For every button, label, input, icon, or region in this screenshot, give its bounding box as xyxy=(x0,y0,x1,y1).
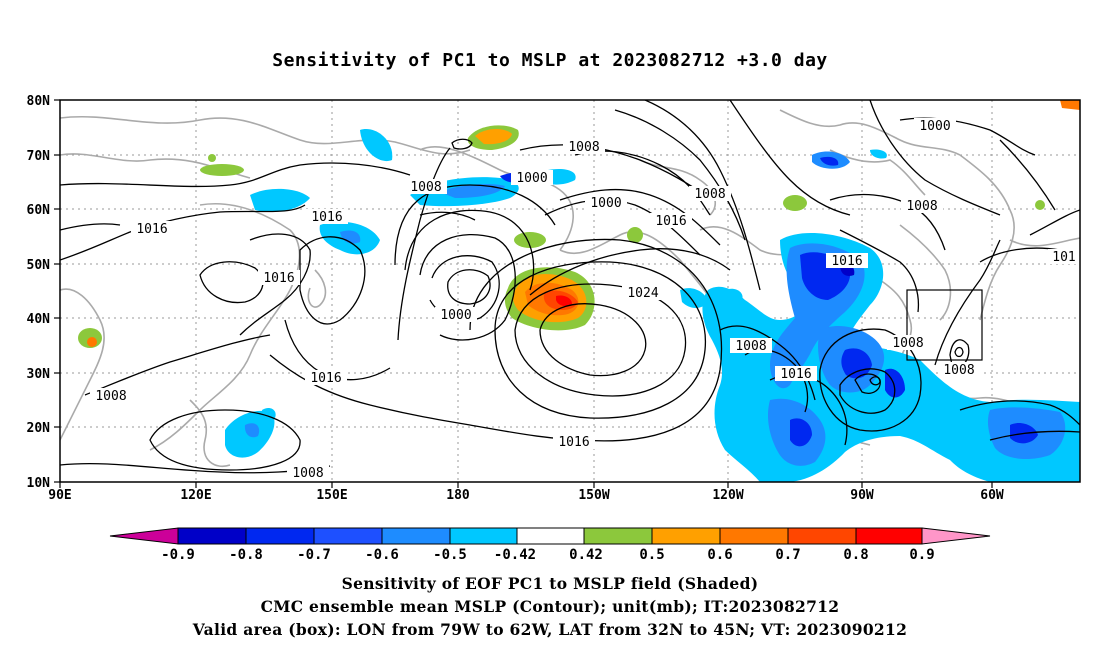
colorbar-swatch xyxy=(449,527,518,545)
colorbar-swatch xyxy=(855,527,923,545)
colorbar-swatch xyxy=(245,527,315,545)
colorbar-swatch xyxy=(583,527,653,545)
latitude-labels: 80N 70N 60N 50N 40N 30N 20N 10N xyxy=(27,94,51,491)
contour-label: 1016 xyxy=(263,271,294,286)
contour-label: 101 xyxy=(1052,250,1075,265)
colorbar-swatch xyxy=(719,527,789,545)
contour-labels: 1000 1008 1000 1008 1008 1016 1000 1008 … xyxy=(90,118,1080,481)
contour-label: 1016 xyxy=(655,214,686,229)
lon-label: 180 xyxy=(446,488,470,503)
colorbar-label: -0.6 xyxy=(365,547,399,563)
colorbar-label: -0.42 xyxy=(494,547,536,563)
axis-ticks xyxy=(54,99,993,488)
contour-label: 1016 xyxy=(310,371,341,386)
contour-label: 1016 xyxy=(136,222,167,237)
contour-label: 1024 xyxy=(627,286,658,301)
lat-label: 60N xyxy=(27,203,51,218)
colorbar-swatch xyxy=(516,527,585,545)
lat-label: 10N xyxy=(27,476,51,491)
colorbar-label: 0.5 xyxy=(639,547,664,563)
contour-label: 1008 xyxy=(735,339,766,354)
colorbar-label: 0.7 xyxy=(775,547,800,563)
colorbar-swatch xyxy=(381,527,451,545)
footer-line-1: Sensitivity of EOF PC1 to MSLP field (Sh… xyxy=(341,574,759,593)
colorbar-swatch xyxy=(787,527,857,545)
contour-label: 1000 xyxy=(516,171,547,186)
lon-label: 120E xyxy=(180,488,211,503)
shaded-sensitivity xyxy=(78,100,1080,482)
lat-label: 70N xyxy=(27,149,51,164)
longitude-labels: 90E 120E 150E 180 150W 120W 90W 60W xyxy=(48,488,1004,503)
contour-label: 1008 xyxy=(694,187,725,202)
contour-label: 1000 xyxy=(919,119,950,134)
lat-label: 30N xyxy=(27,367,51,382)
contour-label: 1008 xyxy=(892,336,923,351)
contour-label: 1016 xyxy=(311,210,342,225)
contour-label: 1008 xyxy=(906,199,937,214)
colorbar-labels: -0.9 -0.8 -0.7 -0.6 -0.5 -0.42 0.42 0.5 … xyxy=(161,547,935,563)
colorbar-label: 0.9 xyxy=(909,547,934,563)
contour-label: 1008 xyxy=(568,140,599,155)
contour-label: 1016 xyxy=(831,254,862,269)
colorbar-swatch xyxy=(651,527,721,545)
contour-label: 1008 xyxy=(95,389,126,404)
valid-area-box xyxy=(906,289,983,361)
contour-label: 1008 xyxy=(410,180,441,195)
lon-label: 120W xyxy=(712,488,743,503)
colorbar-swatch xyxy=(177,527,247,545)
colorbar-label: -0.5 xyxy=(433,547,467,563)
contour-label: 1016 xyxy=(558,435,589,450)
lon-label: 60W xyxy=(980,488,1004,503)
colorbar-label: -0.8 xyxy=(229,547,263,563)
colorbar-cap-left xyxy=(109,527,179,545)
contour-label: 1008 xyxy=(292,466,323,481)
lat-label: 50N xyxy=(27,258,51,273)
colorbar xyxy=(109,527,991,545)
colorbar-label: -0.9 xyxy=(161,547,195,563)
lon-label: 90E xyxy=(48,488,71,503)
lat-label: 40N xyxy=(27,312,51,327)
colorbar-label: 0.8 xyxy=(843,547,868,563)
contour-label: 1016 xyxy=(780,367,811,382)
contour-label: 1000 xyxy=(590,196,621,211)
lon-label: 150W xyxy=(578,488,609,503)
colorbar-label: -0.7 xyxy=(297,547,331,563)
map-frame xyxy=(59,99,1081,483)
contour-label: 1008 xyxy=(943,363,974,378)
footer-line-2: CMC ensemble mean MSLP (Contour); unit(m… xyxy=(260,597,840,616)
footer-line-3: Valid area (box): LON from 79W to 62W, L… xyxy=(192,620,908,639)
contour-label: 1000 xyxy=(440,308,471,323)
lon-label: 150E xyxy=(316,488,347,503)
colorbar-swatch xyxy=(313,527,383,545)
map-title: Sensitivity of PC1 to MSLP at 2023082712… xyxy=(272,50,828,71)
colorbar-cap-right xyxy=(921,527,991,545)
lon-label: 90W xyxy=(850,488,874,503)
lat-label: 20N xyxy=(27,421,51,436)
colorbar-label: 0.6 xyxy=(707,547,732,563)
colorbar-label: 0.42 xyxy=(569,547,603,563)
lat-label: 80N xyxy=(27,94,51,109)
